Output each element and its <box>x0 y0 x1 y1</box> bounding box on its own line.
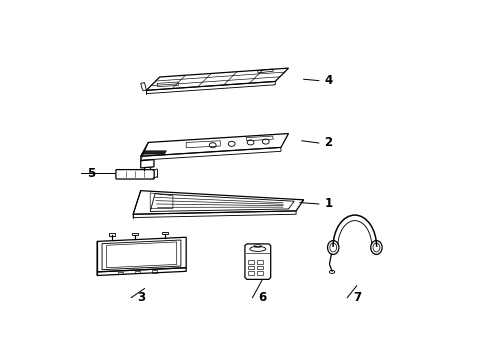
Text: 6: 6 <box>258 291 266 304</box>
Text: 5: 5 <box>87 167 95 180</box>
Text: 2: 2 <box>324 136 332 149</box>
Bar <box>256 266 262 269</box>
Bar <box>248 260 254 264</box>
Bar <box>162 232 168 234</box>
Bar <box>256 260 262 264</box>
Bar <box>135 271 139 273</box>
Text: 4: 4 <box>324 74 332 87</box>
Bar <box>109 233 115 236</box>
Text: 3: 3 <box>137 291 145 304</box>
Text: 1: 1 <box>324 198 332 211</box>
Bar <box>118 272 122 274</box>
Text: 7: 7 <box>352 291 360 304</box>
Bar <box>248 271 254 275</box>
Bar <box>132 233 138 235</box>
Bar <box>256 271 262 275</box>
Bar <box>152 270 156 273</box>
Bar <box>248 266 254 269</box>
